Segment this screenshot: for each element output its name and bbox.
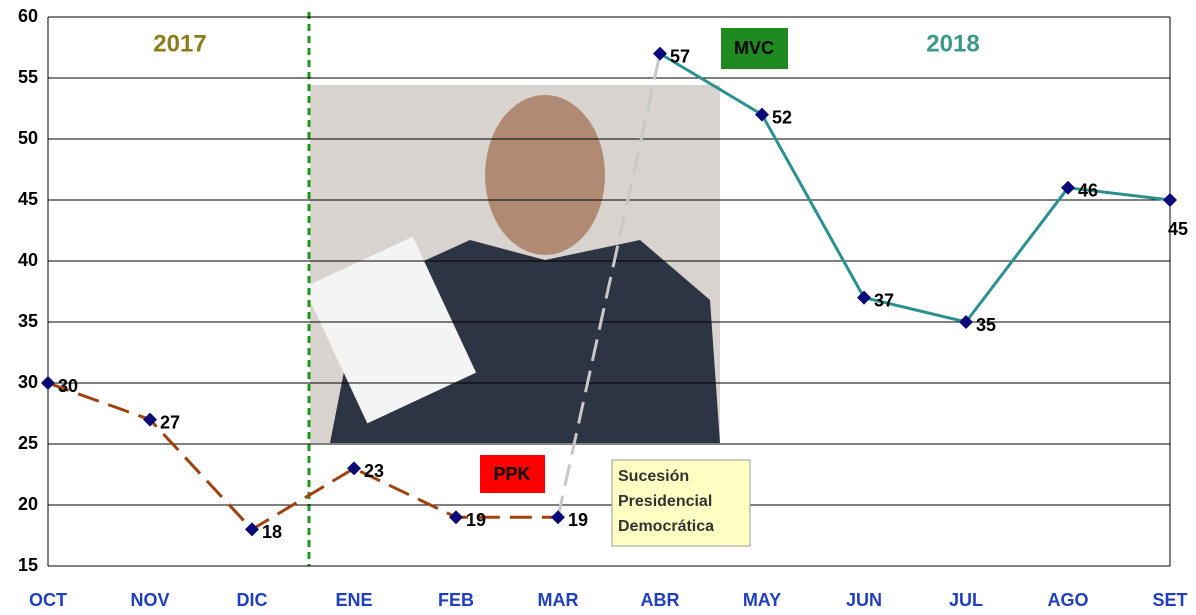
note-line: Presidencial xyxy=(618,493,712,510)
marker xyxy=(449,510,463,524)
data-label: 57 xyxy=(670,46,690,66)
data-label: 46 xyxy=(1078,181,1098,201)
marker xyxy=(245,522,259,536)
legend-label: PPK xyxy=(493,464,530,484)
y-tick-label: 60 xyxy=(18,6,38,26)
marker xyxy=(857,291,871,305)
marker xyxy=(653,47,667,61)
data-label: 18 xyxy=(262,522,282,542)
y-tick-label: 15 xyxy=(18,555,38,575)
data-label: 30 xyxy=(58,376,78,396)
x-tick-label: DIC xyxy=(237,590,268,610)
chart: 2017 2018 PPK MVC Sucesión Presidencial … xyxy=(0,0,1196,615)
x-tick-label: ENE xyxy=(335,590,372,610)
x-tick-label: AGO xyxy=(1047,590,1088,610)
photo-face xyxy=(485,95,605,255)
x-tick-label: MAY xyxy=(743,590,781,610)
data-label: 35 xyxy=(976,315,996,335)
year-label: 2018 xyxy=(926,30,979,57)
x-tick-label: FEB xyxy=(438,590,474,610)
note-line: Sucesión xyxy=(618,468,689,485)
data-label: 37 xyxy=(874,290,894,310)
marker xyxy=(551,510,565,524)
data-label: 19 xyxy=(568,510,588,530)
legend-label: MVC xyxy=(734,38,774,58)
x-tick-label: OCT xyxy=(29,590,67,610)
data-label: 19 xyxy=(466,510,486,530)
y-tick-label: 45 xyxy=(18,189,38,209)
y-tick-label: 35 xyxy=(18,311,38,331)
y-tick-label: 30 xyxy=(18,372,38,392)
x-tick-label: SET xyxy=(1152,590,1187,610)
x-tick-label: ABR xyxy=(641,590,680,610)
marker xyxy=(41,376,55,390)
x-tick-label: MAR xyxy=(538,590,579,610)
marker xyxy=(755,108,769,122)
data-label: 23 xyxy=(364,461,384,481)
marker xyxy=(1163,193,1177,207)
data-label: 52 xyxy=(772,107,792,127)
y-tick-label: 50 xyxy=(18,128,38,148)
x-tick-label: NOV xyxy=(130,590,169,610)
x-tick-label: JUN xyxy=(846,590,882,610)
x-tick-label: JUL xyxy=(949,590,983,610)
y-tick-label: 40 xyxy=(18,250,38,270)
note-line: Democrática xyxy=(618,518,714,535)
data-label: 45 xyxy=(1168,219,1188,239)
y-tick-label: 55 xyxy=(18,67,38,87)
marker xyxy=(347,461,361,475)
y-tick-label: 20 xyxy=(18,494,38,514)
data-label: 27 xyxy=(160,412,180,432)
y-tick-label: 25 xyxy=(18,433,38,453)
year-label: 2017 xyxy=(153,30,206,57)
